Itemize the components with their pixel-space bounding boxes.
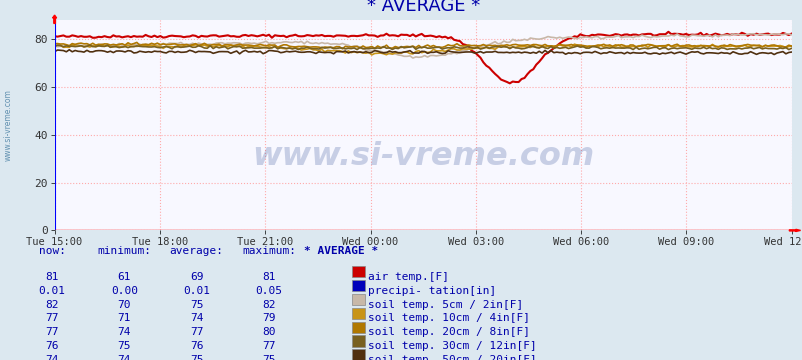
Text: 0.01: 0.01 [38,286,66,296]
Text: 71: 71 [118,313,131,323]
Text: 74: 74 [118,327,131,337]
Text: soil temp. 20cm / 8in[F]: soil temp. 20cm / 8in[F] [367,327,529,337]
Title: * AVERAGE *: * AVERAGE * [366,0,480,15]
Text: soil temp. 50cm / 20in[F]: soil temp. 50cm / 20in[F] [367,355,536,360]
Text: average:: average: [169,246,224,256]
Text: * AVERAGE *: * AVERAGE * [304,246,378,256]
Bar [351,308,364,319]
Text: 77: 77 [262,341,275,351]
Text: 80: 80 [262,327,275,337]
Text: 70: 70 [118,300,131,310]
Text: 81: 81 [262,272,275,282]
Text: 75: 75 [118,341,131,351]
Text: 74: 74 [190,313,203,323]
Bar [351,336,364,346]
Text: minimum:: minimum: [97,246,152,256]
Text: 0.00: 0.00 [111,286,138,296]
Bar [351,294,364,305]
Text: soil temp. 10cm / 4in[F]: soil temp. 10cm / 4in[F] [367,313,529,323]
Text: www.si-vreme.com: www.si-vreme.com [252,141,593,172]
Bar [351,280,364,291]
Text: precipi- tation[in]: precipi- tation[in] [367,286,496,296]
Text: 75: 75 [190,300,203,310]
Text: 69: 69 [190,272,203,282]
Text: maximum:: maximum: [241,246,296,256]
Text: 61: 61 [118,272,131,282]
Text: 75: 75 [190,355,203,360]
Text: 74: 74 [46,355,59,360]
Text: now:: now: [38,246,66,256]
Text: 81: 81 [46,272,59,282]
Text: 77: 77 [190,327,203,337]
Text: 82: 82 [46,300,59,310]
Text: 77: 77 [46,313,59,323]
Text: 76: 76 [46,341,59,351]
Bar [351,349,364,360]
Text: soil temp. 5cm / 2in[F]: soil temp. 5cm / 2in[F] [367,300,522,310]
Text: 0.05: 0.05 [255,286,282,296]
Text: 76: 76 [190,341,203,351]
Text: 75: 75 [262,355,275,360]
Text: 74: 74 [118,355,131,360]
Text: 79: 79 [262,313,275,323]
Text: 0.01: 0.01 [183,286,210,296]
Text: www.si-vreme.com: www.si-vreme.com [3,89,13,161]
Bar [351,266,364,277]
Text: 77: 77 [46,327,59,337]
Text: soil temp. 30cm / 12in[F]: soil temp. 30cm / 12in[F] [367,341,536,351]
Text: air temp.[F]: air temp.[F] [367,272,448,282]
Text: 82: 82 [262,300,275,310]
Bar [351,322,364,333]
